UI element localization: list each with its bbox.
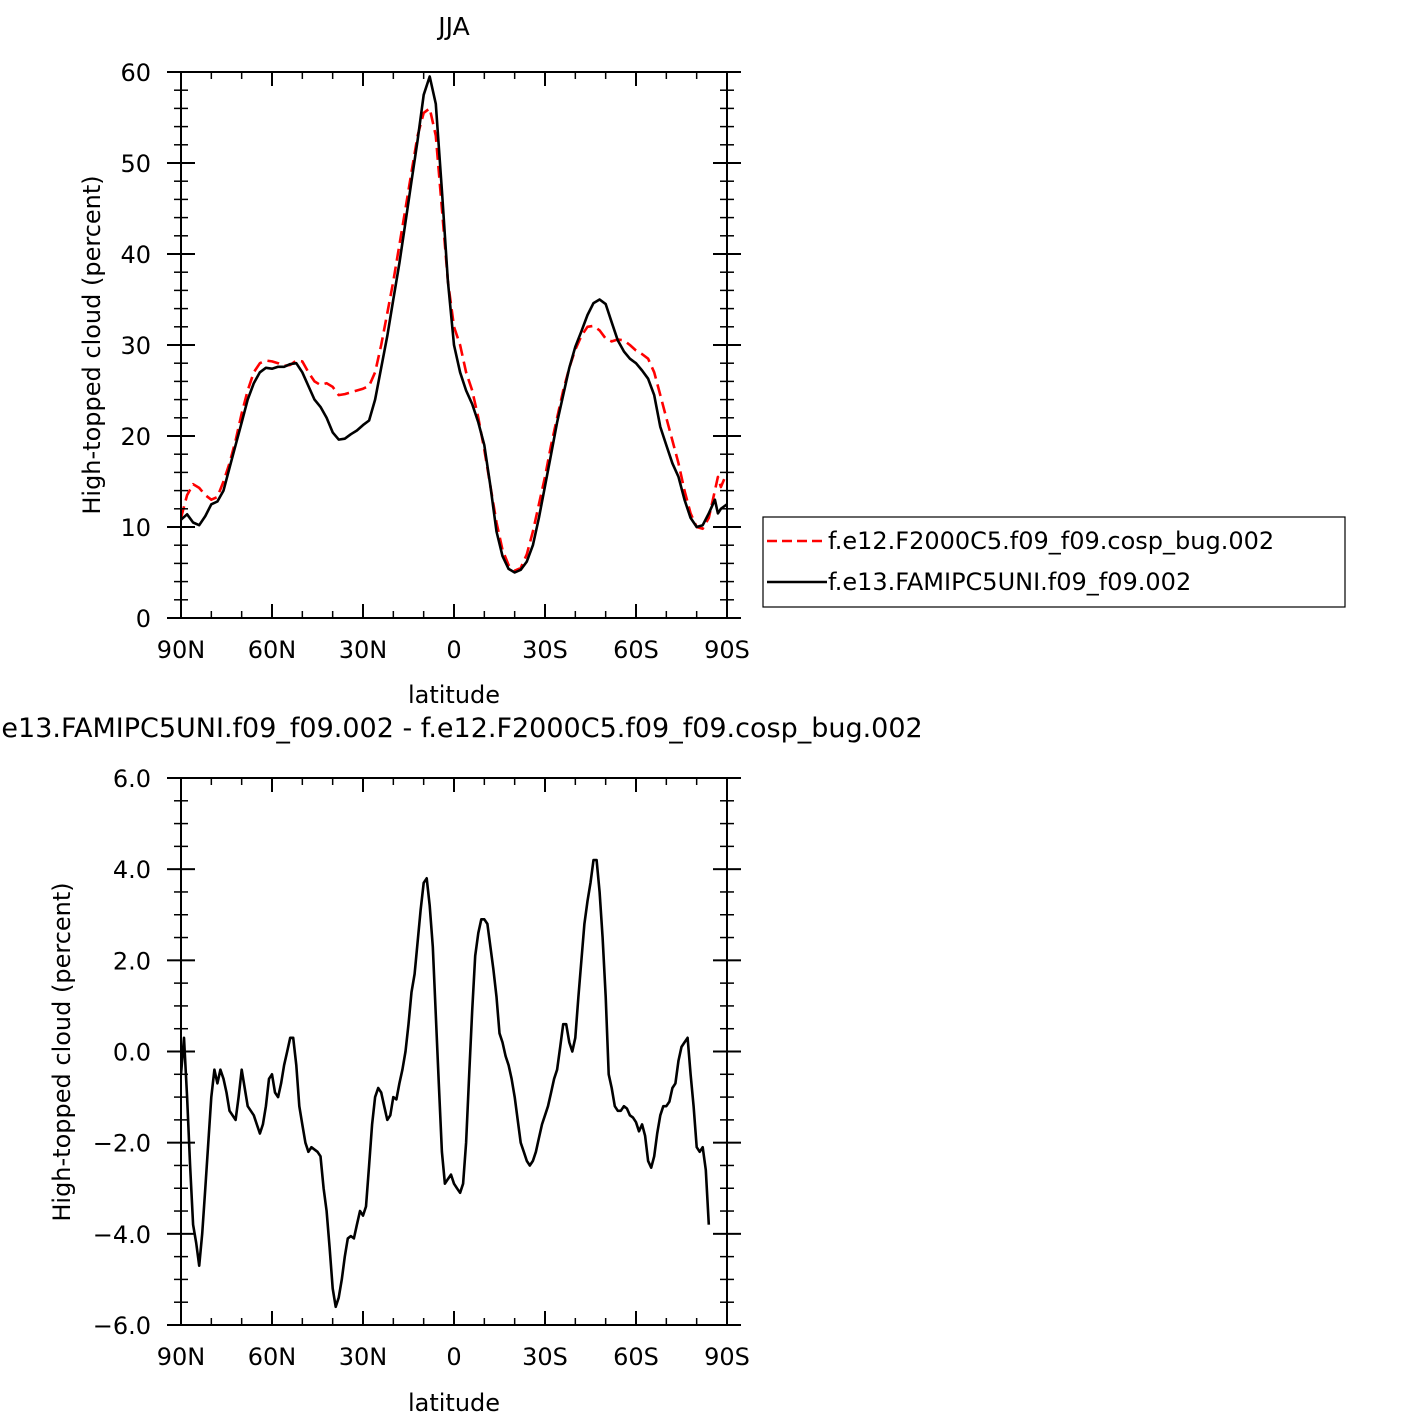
top-y-tick-label: 40 — [120, 241, 151, 269]
bottom-series-line-1 — [181, 858, 711, 1309]
bottom-x-tick-label: 90N — [157, 1343, 206, 1371]
top-x-tick-label: 30N — [339, 636, 388, 664]
bottom-y-tick-label: 4.0 — [113, 856, 151, 884]
top-x-tick-label: 0 — [446, 636, 461, 664]
top-x-tick-label: 90S — [704, 636, 750, 664]
top-y-tick-label: 0 — [136, 605, 151, 633]
legend-box — [762, 516, 1346, 608]
bottom-plot-frame — [180, 777, 728, 1326]
bottom-panel: f.e13.FAMIPC5UNI.f09_f09.002 - f.e12.F20… — [0, 713, 923, 1417]
top-y-tick-label: 20 — [120, 423, 151, 451]
bottom-y-tick-label: −6.0 — [93, 1312, 151, 1340]
top-y-tick-label: 60 — [120, 59, 151, 87]
bottom-y-tick-label: 0.0 — [113, 1039, 151, 1067]
bottom-plot-marks: 90N 60N 30N 0 30S 60S 90S −6.0 −4.0 −2.0 0.0 2.0 4.0… — [93, 765, 750, 1371]
bottom-x-tick-label: 60N — [248, 1343, 297, 1371]
top-x-tick-label: 60S — [613, 636, 659, 664]
legend: f.e12.F2000C5.f09_f09.cosp_bug.002 f.e13… — [762, 516, 1346, 608]
legend-label-series-1: f.e12.F2000C5.f09_f09.cosp_bug.002 — [828, 527, 1274, 555]
top-chart-title: JJA — [436, 12, 469, 41]
bottom-x-tick-label: 90S — [704, 1343, 750, 1371]
top-series-line-2 — [181, 75, 727, 574]
top-x-axis-label: latitude — [408, 681, 500, 709]
top-y-tick-label: 30 — [120, 332, 151, 360]
bottom-x-tick-label: 30N — [339, 1343, 388, 1371]
top-x-tick-label: 90N — [157, 636, 206, 664]
bottom-y-tick-label: −2.0 — [93, 1130, 151, 1158]
top-panel: JJA 90N 60N 30N 0 30S 60S 90S 0 10 20 30 40 50 60 lat… — [78, 12, 750, 709]
top-plot-marks: 90N 60N 30N 0 30S 60S 90S 0 10 20 30 40 50 60 — [120, 59, 749, 664]
bottom-y-tick-label: 6.0 — [113, 765, 151, 793]
bottom-x-tick-label: 60S — [613, 1343, 659, 1371]
top-y-axis-label: High-topped cloud (percent) — [78, 175, 106, 514]
top-y-tick-label: 50 — [120, 150, 151, 178]
bottom-y-tick-label: −4.0 — [93, 1221, 151, 1249]
bottom-x-tick-label: 30S — [522, 1343, 568, 1371]
bottom-x-tick-label: 0 — [446, 1343, 461, 1371]
top-y-tick-label: 10 — [120, 514, 151, 542]
bottom-x-axis-label: latitude — [408, 1389, 500, 1417]
bottom-chart-title: f.e13.FAMIPC5UNI.f09_f09.002 - f.e12.F20… — [0, 713, 923, 744]
bottom-y-axis-label: High-topped cloud (percent) — [48, 882, 76, 1221]
bottom-y-tick-label: 2.0 — [113, 947, 151, 975]
top-series-line-1 — [181, 107, 727, 572]
top-x-tick-label: 60N — [248, 636, 297, 664]
top-x-tick-label: 30S — [522, 636, 568, 664]
legend-label-series-2: f.e13.FAMIPC5UNI.f09_f09.002 — [828, 568, 1191, 596]
